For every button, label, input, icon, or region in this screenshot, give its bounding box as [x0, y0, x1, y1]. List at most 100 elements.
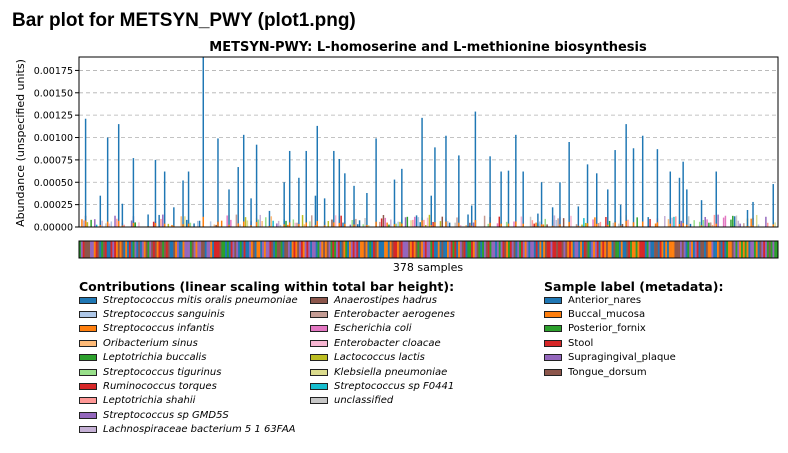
legend-label: Streptococcus tigurinus: [103, 366, 222, 378]
bar: [708, 222, 710, 227]
sample-label-cell: [748, 241, 751, 258]
sample-label-cell: [158, 241, 161, 258]
bar: [607, 189, 609, 227]
bar: [621, 223, 624, 227]
bar: [246, 220, 249, 227]
sample-label-cell: [182, 241, 185, 258]
bar-segment: [237, 223, 239, 227]
bar: [766, 222, 769, 227]
sample-label-cell: [221, 241, 224, 258]
sample-label-cell: [593, 241, 596, 258]
sample-label-cell: [189, 241, 193, 258]
sample-label-cell: [103, 241, 106, 258]
bar: [344, 173, 346, 227]
bar-segment: [470, 225, 473, 227]
sample-label-cell: [624, 241, 627, 258]
bar-segment: [401, 223, 403, 227]
sample-label-cell: [213, 241, 217, 258]
bar: [314, 195, 317, 227]
sample-label-cell: [750, 241, 753, 258]
bar: [458, 155, 460, 227]
bar: [599, 221, 602, 227]
legend-swatch: [310, 368, 328, 376]
bar: [209, 221, 212, 227]
legend-label: Streptococcus sp GMD5S: [103, 409, 229, 421]
bar: [351, 220, 353, 227]
sample-label-cell: [173, 241, 176, 258]
sample-label-cell: [238, 241, 241, 258]
bar: [557, 218, 559, 227]
bar: [522, 171, 524, 227]
bar-segment: [577, 225, 580, 227]
legend-swatch: [310, 339, 328, 347]
sample-label-cell: [398, 241, 402, 258]
bar: [686, 189, 688, 227]
contributions-legend-col2: Anaerostipes hadrus Enterobacter aerogene…: [310, 293, 455, 408]
bar: [277, 220, 280, 227]
sample-label-cell: [151, 241, 154, 258]
sample-label-cell: [489, 241, 492, 258]
sample-label-cell: [193, 241, 196, 258]
bar: [130, 220, 133, 227]
sample-label-cell: [191, 241, 194, 258]
sample-label-cell: [99, 241, 102, 258]
sample-label-cell: [426, 241, 429, 258]
sample-label-cell: [650, 241, 653, 258]
legend-label: Buccal_mucosa: [568, 309, 646, 321]
bar-segment: [323, 225, 326, 227]
sample-label-cell: [385, 241, 389, 258]
bar: [507, 170, 510, 227]
bar: [496, 223, 499, 227]
sample-label-cell: [646, 241, 649, 258]
bar: [682, 161, 684, 227]
bar: [483, 215, 486, 227]
bar: [594, 217, 596, 227]
legend-label: Posterior_fornix: [568, 323, 646, 335]
bar-segment: [625, 220, 627, 227]
sample-label-cell: [541, 241, 544, 258]
sample-label-cell: [752, 241, 755, 258]
sample-label-cell: [293, 241, 296, 258]
legend-swatch: [79, 411, 97, 419]
bar-segment: [678, 224, 681, 227]
bar: [412, 219, 414, 227]
y-axis-ticks: 0.00000 0.00025 0.00050 0.00075 0.00100 0.001…: [34, 66, 79, 234]
bar: [546, 224, 548, 227]
bar-segment: [117, 220, 120, 227]
bar: [555, 220, 558, 227]
bar: [303, 224, 306, 227]
bar: [382, 215, 385, 227]
sample-label-cell: [430, 241, 433, 258]
sample-label-cell: [127, 241, 130, 258]
sample-label-cell: [513, 241, 516, 258]
bar: [581, 224, 583, 227]
bar: [265, 217, 267, 227]
sample-label-cell: [471, 241, 474, 258]
sample-label-cell: [589, 241, 592, 258]
bar-segment: [228, 224, 230, 227]
sample-label-cell: [517, 241, 520, 258]
bar: [358, 220, 361, 227]
bar: [430, 195, 432, 227]
bar-segment: [595, 223, 598, 227]
sample-label-cell: [415, 241, 418, 258]
bar: [368, 225, 370, 227]
bar-segment: [250, 225, 252, 227]
bar-segment: [559, 224, 561, 227]
sample-label-cell: [437, 241, 440, 258]
bar: [255, 144, 258, 227]
sample-label-cell: [369, 241, 372, 258]
bar: [217, 138, 219, 227]
sample-label-cell: [565, 241, 568, 258]
sample-label-cell: [463, 241, 466, 258]
bar: [375, 138, 377, 227]
sample-label-cell: [548, 241, 551, 258]
sample-label-cell: [252, 241, 255, 258]
sample-label-cell: [495, 241, 498, 258]
bar-segment: [242, 221, 245, 227]
sample-label-cell: [474, 241, 477, 258]
sample-label-cell: [263, 241, 267, 258]
y-tick-label: 0.00100: [34, 133, 73, 144]
sample-label-cell: [524, 241, 527, 258]
sample-label-cell: [591, 241, 594, 258]
